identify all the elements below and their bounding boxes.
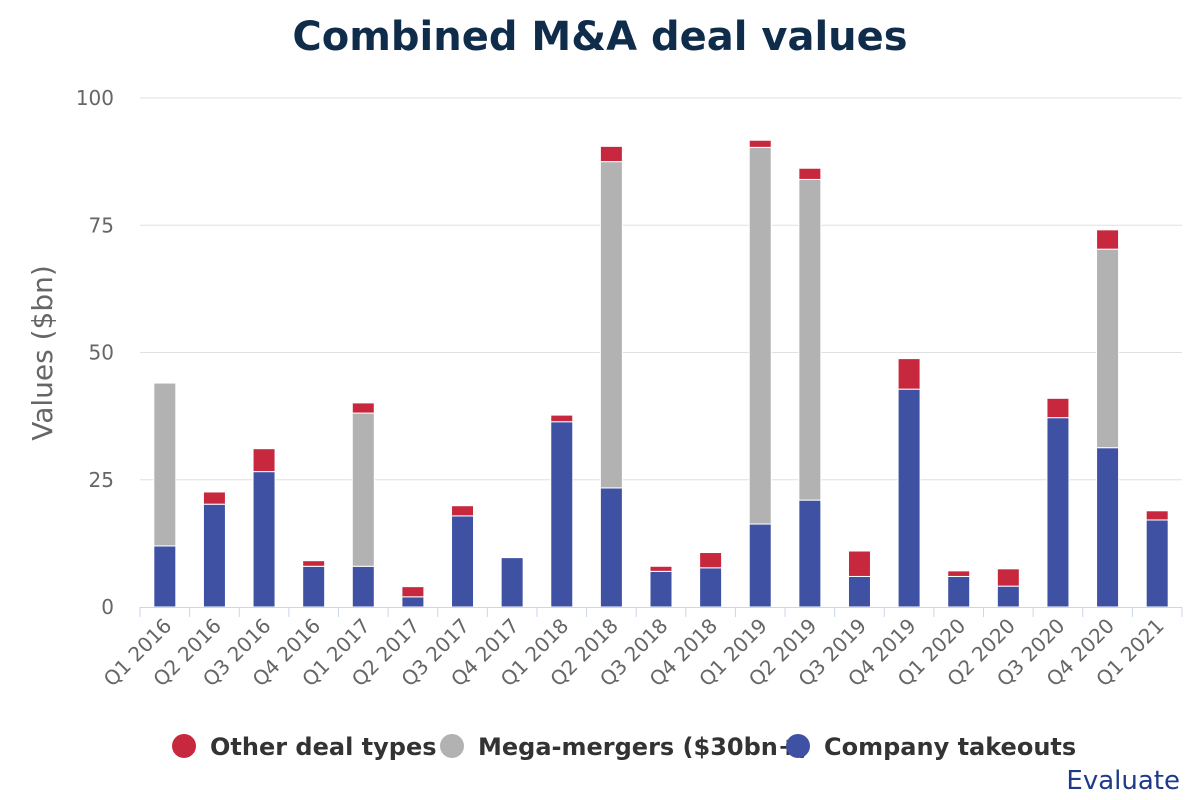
bar-segment — [202, 491, 226, 505]
bar-segment — [798, 178, 822, 501]
bar-segment — [798, 499, 822, 608]
bar-segment — [649, 565, 673, 572]
bar-segment — [947, 570, 971, 577]
bar-segment — [1145, 519, 1169, 608]
bar-segment — [699, 552, 723, 569]
bar-segment — [748, 523, 772, 608]
bar-segment — [996, 585, 1020, 608]
bar-segment — [153, 545, 177, 608]
bar-segment — [599, 161, 623, 489]
bar-segment — [401, 596, 425, 608]
bar-segment — [1096, 248, 1120, 449]
bar-segment — [351, 402, 375, 414]
bar-segment — [947, 575, 971, 608]
legend-item[interactable]: Company takeouts — [786, 733, 1076, 761]
legend-marker — [172, 734, 196, 758]
bar-segment — [202, 503, 226, 608]
bar-segment — [1046, 397, 1070, 419]
y-axis-ticks: 0 25 50 75 100 — [76, 86, 114, 619]
bar-segment — [302, 560, 326, 567]
bar-segment — [748, 139, 772, 148]
legend-item[interactable]: Mega-mergers ($30bn+) — [440, 733, 809, 761]
bar-segment — [302, 565, 326, 608]
bar-segment — [847, 575, 871, 608]
legend-label: Other deal types — [210, 733, 437, 761]
bars — [153, 139, 1169, 608]
bar-segment — [550, 421, 574, 608]
bar-segment — [897, 388, 921, 608]
y-tick-label: 0 — [101, 595, 114, 619]
legend-item[interactable]: Other deal types — [172, 733, 437, 761]
y-axis-label: Values ($bn) — [26, 265, 59, 441]
bar-segment — [798, 167, 822, 180]
bar-segment — [1145, 510, 1169, 521]
y-tick-label: 25 — [89, 468, 114, 492]
bar-segment — [1096, 447, 1120, 608]
bar-segment — [996, 568, 1020, 587]
credit-text: Evaluate — [1066, 766, 1180, 796]
bar-segment — [351, 565, 375, 608]
bar-segment — [1096, 229, 1120, 250]
bar-segment — [847, 550, 871, 577]
bar-segment — [748, 146, 772, 525]
bar-segment — [351, 412, 375, 567]
bar-segment — [649, 570, 673, 608]
bar-segment — [699, 567, 723, 608]
bar-segment — [401, 586, 425, 598]
bar-segment — [550, 414, 574, 423]
y-tick-label: 75 — [89, 213, 114, 237]
bar-segment — [451, 515, 475, 608]
bar-segment — [451, 505, 475, 517]
legend-marker — [786, 734, 810, 758]
legend-label: Mega-mergers ($30bn+) — [478, 733, 809, 761]
gridlines — [140, 97, 1182, 481]
bar-segment — [252, 471, 276, 608]
bar-segment — [599, 487, 623, 608]
bar-segment — [153, 382, 177, 547]
bar-segment — [1046, 417, 1070, 608]
bar-segment — [500, 557, 524, 608]
legend-label: Company takeouts — [824, 733, 1076, 761]
y-tick-label: 50 — [89, 341, 114, 365]
legend-marker — [440, 734, 464, 758]
y-tick-label: 100 — [76, 86, 114, 110]
bar-segment — [897, 358, 921, 390]
bar-segment — [252, 448, 276, 473]
legend: Other deal types Mega-mergers ($30bn+) Com… — [172, 733, 1076, 761]
bar-segment — [599, 145, 623, 163]
chart-title: Combined M&A deal values — [292, 14, 907, 60]
